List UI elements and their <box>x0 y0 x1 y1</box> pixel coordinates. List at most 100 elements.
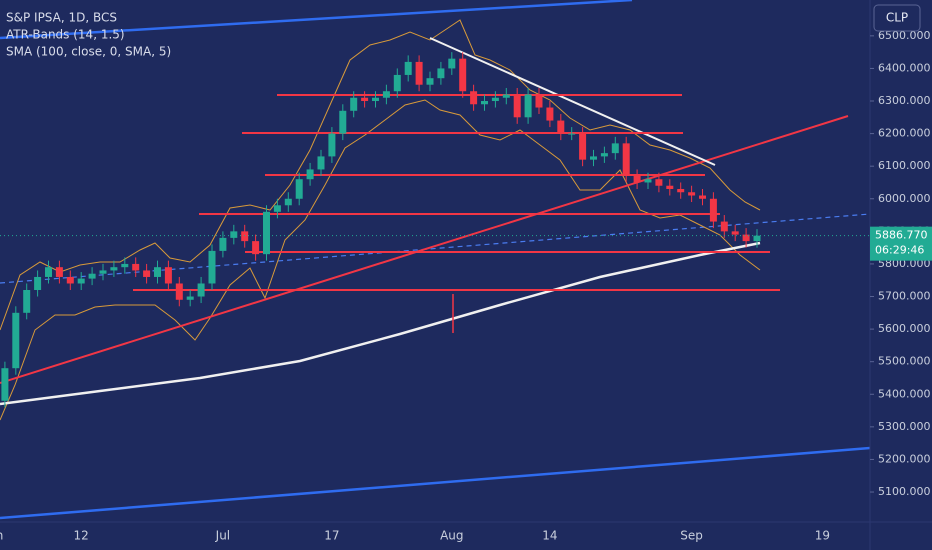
candle-body <box>339 110 347 134</box>
candle-body <box>197 283 205 297</box>
currency-button[interactable] <box>873 4 921 32</box>
candle-body <box>535 94 543 108</box>
channel-top <box>0 0 633 40</box>
y-tick-label: 5500.000 <box>878 355 931 368</box>
candle-body <box>600 153 608 157</box>
candle-body <box>742 234 750 242</box>
y-tick-label: 5400.000 <box>878 387 931 400</box>
candle-body <box>88 273 96 279</box>
candle-body <box>677 188 685 193</box>
x-tick-label: 14 <box>542 529 557 543</box>
candle-body <box>317 156 325 170</box>
x-tick-label: Sep <box>680 529 703 543</box>
candle-body <box>361 97 369 102</box>
sma-line <box>0 241 761 406</box>
candle-body <box>404 61 412 75</box>
candle-body <box>1 368 9 401</box>
candle-body <box>154 267 161 277</box>
chart-title: S&P IPSA, 1D, BCS <box>6 11 117 25</box>
candle-body <box>731 231 739 235</box>
candle-body <box>622 143 630 176</box>
y-tick-label: 6400.000 <box>878 61 931 74</box>
last-price-label: 5886.770 <box>875 229 928 242</box>
candle-body <box>666 185 674 189</box>
x-tick-label: 17 <box>324 529 339 543</box>
candle-body <box>491 97 499 102</box>
candle-body <box>437 68 445 79</box>
candle-body <box>546 107 554 121</box>
candle-body <box>459 58 467 92</box>
candle-body <box>644 179 652 183</box>
candle-body <box>12 312 20 369</box>
y-tick-label: 5200.000 <box>878 452 931 465</box>
candle-body <box>175 283 183 300</box>
candle-body <box>208 250 216 284</box>
candle-body <box>633 175 641 183</box>
y-tick-label: 6000.000 <box>878 192 931 205</box>
candle-body <box>448 58 456 69</box>
candle-body <box>55 267 63 277</box>
candle-body <box>45 267 52 277</box>
candle-body <box>110 267 118 271</box>
candle-body <box>77 278 85 284</box>
candle-body <box>393 74 401 92</box>
countdown-label: 06:29:46 <box>875 244 924 257</box>
candle-body <box>709 198 717 222</box>
candle-body <box>252 241 260 255</box>
x-tick-label: Jul <box>215 529 230 543</box>
last-price-box <box>870 226 932 261</box>
x-tick-label: Aug <box>440 529 463 543</box>
candle-body <box>372 97 379 102</box>
candle-body <box>382 91 390 98</box>
candle-body <box>164 267 172 284</box>
candle-body <box>350 97 358 111</box>
candle-body <box>34 276 42 290</box>
candle-body <box>502 94 510 98</box>
candle-body <box>295 179 303 199</box>
candle-body <box>23 290 31 313</box>
candle-body <box>99 270 107 274</box>
y-tick-label: 6500.000 <box>878 29 931 42</box>
candle-body <box>753 235 761 242</box>
candle-body <box>611 143 619 154</box>
candle-body <box>230 231 238 238</box>
currency-label: CLP <box>886 11 908 25</box>
candle-body <box>426 78 434 85</box>
candle-body <box>655 179 663 186</box>
indicator-label: ATR-Bands (14, 1.5) <box>6 28 125 42</box>
x-tick-label: 19 <box>815 529 830 543</box>
candle-body <box>328 133 336 157</box>
y-tick-label: 6200.000 <box>878 127 931 140</box>
candle-body <box>688 192 696 196</box>
candle-body <box>579 133 587 160</box>
y-tick-label: 5600.000 <box>878 322 931 335</box>
y-tick-label: 5300.000 <box>878 420 931 433</box>
candle-body <box>720 221 728 232</box>
y-tick-label: 5700.000 <box>878 290 931 303</box>
candle-body <box>524 94 532 118</box>
trend-line-white <box>429 37 716 166</box>
candle-body <box>568 133 576 135</box>
y-tick-label: 6300.000 <box>878 94 931 107</box>
candle-body <box>699 195 706 199</box>
levels <box>133 94 780 291</box>
candle-body <box>481 101 488 105</box>
candle-body <box>121 263 129 268</box>
indicator-label: SMA (100, close, 0, SMA, 5) <box>6 45 171 59</box>
candle-body <box>273 205 281 212</box>
candle-body <box>241 231 249 242</box>
channel-bottom <box>0 446 870 520</box>
x-tick-label: 12 <box>74 529 89 543</box>
candle-body <box>143 270 151 277</box>
candle-body <box>263 211 270 255</box>
y-tick-label: 6100.000 <box>878 159 931 172</box>
candle-body <box>513 94 521 118</box>
candles <box>0 52 870 408</box>
candle-body <box>557 120 565 134</box>
candle-body <box>186 296 194 300</box>
candle-body <box>306 169 314 180</box>
candle-body <box>470 91 478 105</box>
candle-body <box>66 276 74 284</box>
price-axis: 5100.000 5200.000 5300.000 5400.000 5500.000… <box>870 29 931 498</box>
